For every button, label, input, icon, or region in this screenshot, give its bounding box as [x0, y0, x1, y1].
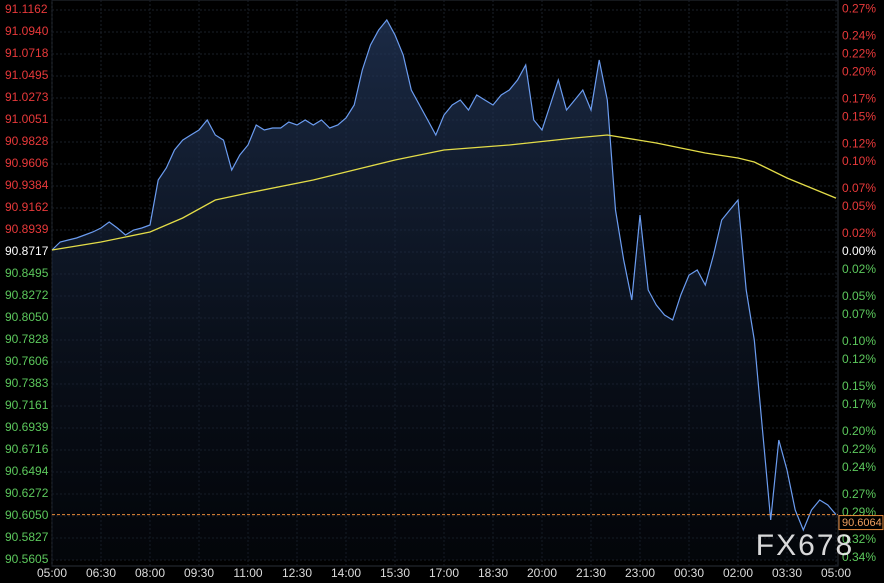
y2-tick-label: 0.05%: [842, 289, 876, 303]
y2-tick-label: 0.17%: [842, 91, 876, 105]
y-tick-label: 90.8495: [5, 266, 49, 280]
price-line: [51, 18, 837, 532]
y2-tick-label: 0.02%: [842, 262, 876, 276]
y-tick-label: 91.0495: [5, 68, 49, 82]
x-tick-label: 21:30: [576, 566, 606, 580]
y2-tick-label: 0.12%: [842, 136, 876, 150]
labels: 91.1162 91.0940 91.0718 91.0495 91.0273 91.00…: [5, 1, 884, 580]
y2-tick-label: 0.02%: [842, 226, 876, 240]
y-tick-label: 91.0273: [5, 90, 49, 104]
price-area: [52, 20, 836, 560]
y-tick-label: 90.5605: [5, 552, 49, 566]
x-tick-label: 05:00: [821, 566, 851, 580]
y-tick-label: 90.5827: [5, 530, 49, 544]
y-tick-label: 90.6716: [5, 442, 49, 456]
y2-tick-label: 0.17%: [842, 397, 876, 411]
y2-tick-label: 0.24%: [842, 28, 876, 42]
x-tick-label: 00:30: [674, 566, 704, 580]
y-tick-label: 90.9606: [5, 156, 49, 170]
y2-tick-label: 0.27%: [842, 1, 876, 15]
y-tick-label: 90.8939: [5, 222, 49, 236]
x-tick-label: 06:30: [86, 566, 116, 580]
y-tick-label: 90.9384: [5, 178, 49, 192]
x-tick-label: 15:30: [380, 566, 410, 580]
y2-tick-label: 0.07%: [842, 307, 876, 321]
y-tick-label: 90.6939: [5, 420, 49, 434]
average-line: [51, 134, 837, 251]
y2-tick-label: 0.20%: [842, 424, 876, 438]
y-tick-label: 90.7383: [5, 376, 49, 390]
y-tick-label: 90.8272: [5, 288, 49, 302]
y-tick-label: 91.1162: [5, 2, 48, 16]
y-tick-label: 91.0718: [5, 46, 49, 60]
y2-tick-label: 0.24%: [842, 460, 876, 474]
x-tick-label: 20:00: [527, 566, 557, 580]
x-tick-label: 12:30: [282, 566, 312, 580]
y2-tick-label: 0.05%: [842, 199, 876, 213]
x-tick-label: 08:00: [135, 566, 165, 580]
y-tick-label: 90.7606: [5, 354, 49, 368]
y2-tick-label: 0.32%: [842, 532, 876, 546]
last-price-box: [838, 515, 884, 531]
y2-tick-label: 0.00%: [842, 244, 876, 258]
y2-tick-label: 0.20%: [842, 64, 876, 78]
y2-tick-label: 0.22%: [842, 442, 876, 456]
x-tick-label: 02:00: [723, 566, 753, 580]
y2-tick-label: 0.27%: [842, 487, 876, 501]
x-tick-label: 17:00: [429, 566, 459, 580]
y2-tick-label: 0.15%: [842, 109, 876, 123]
x-tick-label: 11:00: [233, 566, 262, 580]
y-tick-label: 90.8050: [5, 310, 49, 324]
last-price-label: 90.6064: [842, 517, 882, 529]
x-tick-label: 09:30: [184, 566, 214, 580]
y-tick-label: 91.0051: [5, 112, 49, 126]
y2-tick-label: 0.10%: [842, 334, 876, 348]
y-tick-label: 90.9828: [5, 134, 49, 148]
y-tick-label: 90.8717: [5, 244, 49, 258]
y2-tick-label: 0.12%: [842, 352, 876, 366]
y2-tick-label: 0.15%: [842, 379, 876, 393]
x-tick-label: 14:00: [331, 566, 361, 580]
y-tick-label: 90.7161: [5, 398, 49, 412]
y2-tick-label: 0.10%: [842, 154, 876, 168]
y-tick-label: 90.6050: [5, 508, 49, 522]
y2-tick-label: 0.07%: [842, 181, 876, 195]
y-tick-label: 90.9162: [5, 200, 49, 214]
plot: [51, 18, 838, 560]
y2-tick-label: 0.34%: [842, 550, 876, 564]
y2-tick-label: 0.22%: [842, 46, 876, 60]
x-tick-label: 18:30: [478, 566, 508, 580]
y-tick-label: 90.7828: [5, 332, 49, 346]
x-tick-label: 05:00: [37, 566, 67, 580]
y-tick-label: 90.6272: [5, 486, 49, 500]
y-tick-label: 90.6494: [5, 464, 49, 478]
watermark: FX678: [756, 529, 854, 562]
x-tick-label: 03:30: [772, 566, 802, 580]
y-tick-label: 91.0940: [5, 24, 49, 38]
x-tick-label: 23:00: [625, 566, 655, 580]
